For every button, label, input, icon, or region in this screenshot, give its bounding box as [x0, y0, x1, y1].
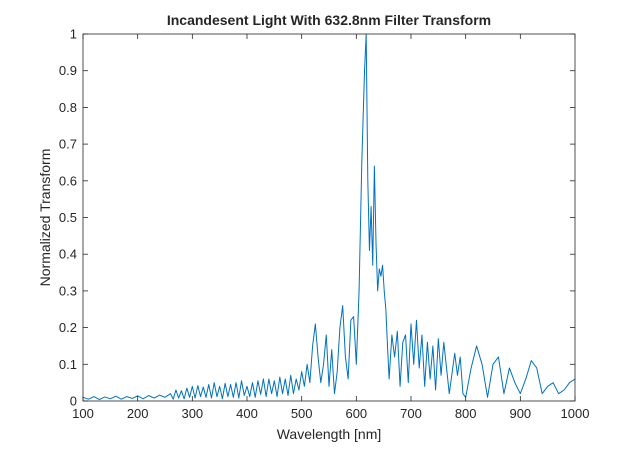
- x-axis-label: Wavelength [nm]: [277, 426, 382, 442]
- x-tick-label: 900: [509, 406, 531, 421]
- y-tick-label: 0: [70, 394, 77, 409]
- x-tick-label: 600: [345, 406, 367, 421]
- y-tick-label: 0.6: [59, 173, 77, 188]
- y-tick-label: 0.2: [59, 320, 77, 335]
- series-line-0: [82, 33, 576, 401]
- x-tick-label: 700: [400, 406, 422, 421]
- ticks-layer: 100 200 300 400 500 600 700 800 900 1000 0 0.1 0.2 0.…: [59, 27, 590, 422]
- x-tick-label: 1000: [561, 406, 590, 421]
- x-tick-label: 300: [181, 406, 203, 421]
- x-tick-label: 500: [291, 406, 313, 421]
- x-tick-label: 800: [455, 406, 477, 421]
- y-tick-label: 0.9: [59, 63, 77, 78]
- y-tick-label: 0.1: [59, 357, 77, 372]
- plot-area: [83, 34, 575, 401]
- chart-title: Incandesent Light With 632.8nm Filter Tr…: [167, 12, 491, 28]
- y-axis-label: Normalized Transform: [37, 149, 53, 287]
- y-tick-label: 0.7: [59, 137, 77, 152]
- x-tick-label: 400: [236, 406, 258, 421]
- x-tick-label: 200: [127, 406, 149, 421]
- y-tick-label: 0.3: [59, 283, 77, 298]
- y-tick-label: 0.4: [59, 247, 77, 262]
- y-tick-label: 0.5: [59, 210, 77, 225]
- y-tick-label: 1: [70, 27, 77, 42]
- series-layer: [82, 33, 576, 401]
- y-tick-label: 0.8: [59, 100, 77, 115]
- x-tick-label: 100: [72, 406, 94, 421]
